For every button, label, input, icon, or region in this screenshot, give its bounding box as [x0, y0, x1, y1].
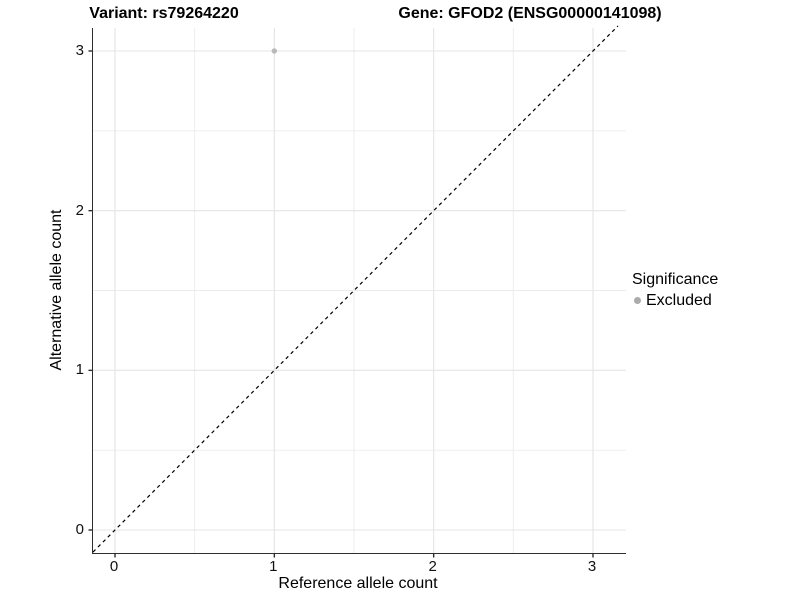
- identity-line: [92, 25, 619, 553]
- y-tick-label: 2: [75, 201, 84, 219]
- y-tick-label: 1: [75, 361, 84, 379]
- x-tick-label: 2: [428, 558, 437, 575]
- legend: Significance Excluded: [632, 270, 718, 310]
- y-axis-label: Alternative allele count: [48, 209, 65, 371]
- legend-item-label: Excluded: [646, 292, 712, 309]
- variant-title: Variant: rs79264220: [89, 5, 239, 22]
- legend-title: Significance: [632, 271, 719, 288]
- x-tick-label: 3: [587, 558, 597, 575]
- legend-item-excluded: Excluded: [632, 291, 718, 310]
- excluded-point-icon: [634, 297, 641, 304]
- y-tick-label: 0: [75, 521, 84, 538]
- plot-panel: [88, 25, 626, 558]
- gene-title: Gene: GFOD2 (ENSG00000141098): [398, 5, 662, 22]
- plot-canvas: [88, 25, 626, 558]
- x-axis-label: Reference allele count: [278, 575, 438, 592]
- x-tick-label: 0: [109, 558, 119, 575]
- x-tick-label: 1: [269, 558, 278, 575]
- y-tick-label: 3: [75, 41, 84, 59]
- data-point: [271, 48, 278, 54]
